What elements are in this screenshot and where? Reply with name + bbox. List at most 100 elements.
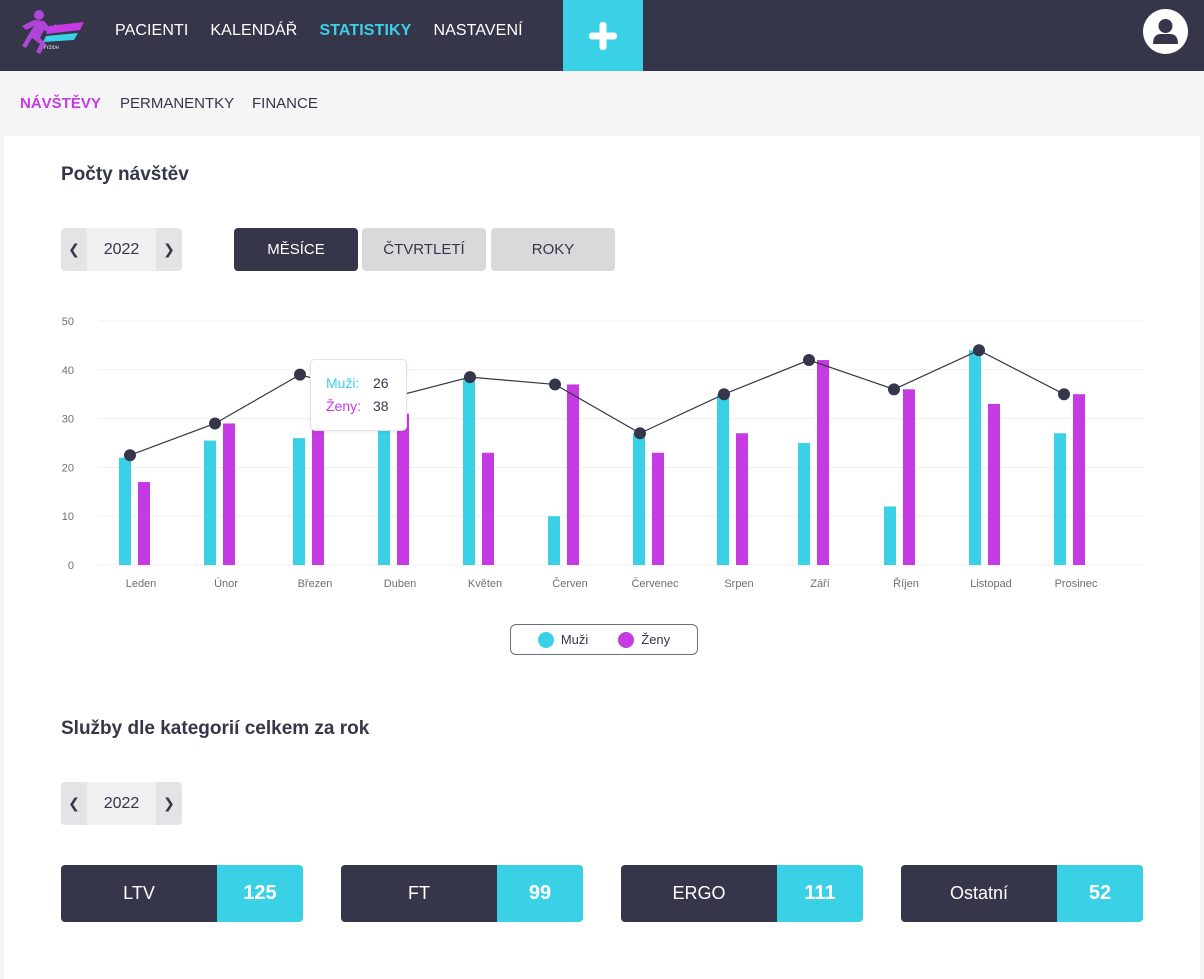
y-tick-label: 10 <box>62 511 74 523</box>
chart-tooltip: Muži: 26 Ženy: 38 <box>310 359 407 431</box>
bar-zeny-Červenec <box>652 452 664 565</box>
bar-muzi-Říjen <box>884 506 896 565</box>
line-point-Březen <box>294 368 306 381</box>
bar-muzi-Březen <box>293 438 305 565</box>
legend-label-muzi: Muži <box>560 632 589 647</box>
visits-year-picker: ❮ 2022 ❯ <box>61 228 182 271</box>
top-navigation-bar: FYZIOH PACIENTI KALENDÁŘ STATISTIKY NAST… <box>0 0 1204 71</box>
y-tick-label: 0 <box>68 560 74 572</box>
tooltip-zeny-label: Ženy: <box>326 398 362 414</box>
year-next-button[interactable]: ❯ <box>156 228 182 271</box>
category-name: ERGO <box>621 865 777 922</box>
x-tick-label: Září <box>810 578 830 590</box>
subnav-permanentky[interactable]: PERMANENTKY <box>120 95 235 112</box>
bar-zeny-Srpen <box>736 433 748 565</box>
x-tick-label: Červenec <box>631 577 679 590</box>
services-year-picker: ❮ 2022 ❯ <box>61 782 182 825</box>
x-tick-label: Prosinec <box>1055 578 1098 590</box>
bar-muzi-Září <box>798 443 810 565</box>
nav-item-nastaveni[interactable]: NASTAVENÍ <box>433 22 523 39</box>
bar-muzi-Leden <box>119 457 131 565</box>
tooltip-muzi-label: Muži: <box>326 375 360 391</box>
line-point-Prosinec <box>1058 388 1070 401</box>
category-card-ostatni: Ostatní 52 <box>901 865 1143 922</box>
bar-muzi-Červenec <box>633 433 645 565</box>
x-tick-label: Leden <box>126 578 157 590</box>
bar-zeny-Duben <box>397 413 409 565</box>
chevron-left-icon: ❮ <box>68 795 80 811</box>
y-tick-label: 50 <box>62 316 74 328</box>
x-tick-label: Říjen <box>893 577 919 590</box>
bar-muzi-Únor <box>204 440 216 565</box>
tooltip-muzi-value: 26 <box>373 375 389 391</box>
x-tick-label: Červen <box>552 577 587 590</box>
bar-muzi-Prosinec <box>1054 433 1066 565</box>
year-prev-button[interactable]: ❮ <box>61 228 87 271</box>
bar-zeny-Listopad <box>988 403 1000 565</box>
max-line <box>129 349 1065 456</box>
bar-muzi-Duben <box>378 423 390 565</box>
services-year-prev-button[interactable]: ❮ <box>61 782 87 825</box>
nav-item-statistiky[interactable]: STATISTIKY <box>319 22 412 39</box>
x-tick-label: Listopad <box>970 578 1012 590</box>
main-nav: PACIENTI KALENDÁŘ STATISTIKY NASTAVENÍ <box>115 22 545 40</box>
subnav-finance[interactable]: FINANCE <box>252 95 318 112</box>
services-year-value: 2022 <box>87 782 156 825</box>
y-tick-label: 30 <box>62 414 74 426</box>
bar-zeny-Leden <box>138 482 150 565</box>
nav-item-kalendar[interactable]: KALENDÁŘ <box>210 22 298 39</box>
nav-item-pacienti[interactable]: PACIENTI <box>115 22 189 39</box>
line-point-Září <box>803 354 815 367</box>
tooltip-zeny-value: 38 <box>373 398 389 414</box>
category-name: Ostatní <box>901 865 1057 922</box>
chevron-right-icon: ❯ <box>163 241 175 257</box>
period-mesice-button[interactable]: MĚSÍCE <box>234 228 358 271</box>
x-tick-label: Duben <box>384 578 416 590</box>
category-card-ltv: LTV 125 <box>61 865 303 922</box>
visits-title: Počty návštěv <box>61 164 189 185</box>
add-button[interactable] <box>563 0 643 71</box>
bar-muzi-Srpen <box>717 394 729 565</box>
bar-zeny-Květen <box>482 452 494 565</box>
period-ctvrtleti-button[interactable]: ČTVRTLETÍ <box>362 228 486 271</box>
category-card-ft: FT 99 <box>341 865 583 922</box>
services-year-next-button[interactable]: ❯ <box>156 782 182 825</box>
logo-text: FYZIOH <box>44 45 59 50</box>
fyzioh-logo[interactable]: FYZIOH <box>16 8 88 58</box>
bar-muzi-Listopad <box>969 350 981 565</box>
bar-zeny-Září <box>817 360 829 565</box>
services-title: Služby dle kategorií celkem za rok <box>61 718 370 739</box>
bar-muzi-Červen <box>548 516 560 565</box>
period-roky-button[interactable]: ROKY <box>491 228 615 271</box>
bar-zeny-Říjen <box>903 389 915 565</box>
x-tick-label: Březen <box>298 578 333 590</box>
chart-legend: Muži Ženy <box>510 624 698 655</box>
x-tick-label: Únor <box>214 577 238 590</box>
legend-entry-muzi[interactable]: Muži <box>537 631 589 648</box>
line-point-Červen <box>549 378 561 391</box>
category-name: LTV <box>61 865 217 922</box>
category-value: 125 <box>217 865 303 922</box>
legend-entry-zeny[interactable]: Ženy <box>618 631 671 648</box>
user-avatar-button[interactable] <box>1143 9 1188 54</box>
category-card-ergo: ERGO 111 <box>621 865 863 922</box>
chevron-right-icon: ❯ <box>163 795 175 811</box>
legend-swatch-muzi <box>537 631 554 648</box>
sub-navigation: NÁVŠTĚVY PERMANENTKY FINANCE <box>0 71 1204 136</box>
statistics-content: Počty návštěv ❮ 2022 ❯ MĚSÍCE ČTVRTLETÍ … <box>4 136 1200 979</box>
x-tick-label: Srpen <box>724 578 753 590</box>
category-value: 99 <box>497 865 583 922</box>
line-point-Říjen <box>888 383 900 396</box>
legend-swatch-zeny <box>618 631 635 648</box>
bar-zeny-Červen <box>567 384 579 565</box>
plus-icon <box>589 21 617 50</box>
bar-zeny-Únor <box>223 423 235 565</box>
subnav-navstevy[interactable]: NÁVŠTĚVY <box>20 95 101 112</box>
category-name: FT <box>341 865 497 922</box>
x-tick-label: Květen <box>468 578 502 590</box>
legend-label-zeny: Ženy <box>641 632 671 647</box>
visits-chart: 0 10 20 30 40 50 Leden Únor Březen Duben Květen Čer… <box>62 316 1144 590</box>
line-point-Květen <box>464 371 476 384</box>
chevron-left-icon: ❮ <box>68 241 80 257</box>
y-tick-label: 20 <box>62 462 74 474</box>
